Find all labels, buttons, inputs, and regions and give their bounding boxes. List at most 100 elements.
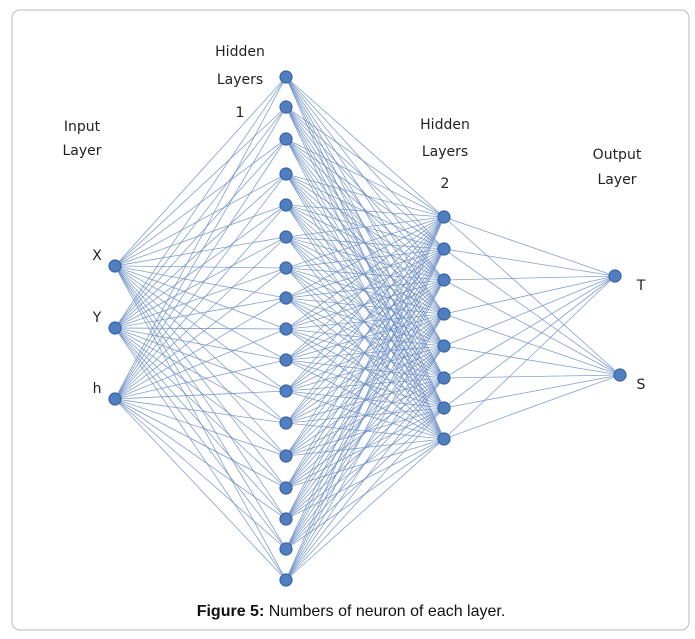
connection: [285, 345, 445, 520]
connection: [114, 327, 287, 489]
node-label: Y: [92, 310, 102, 326]
connection: [285, 407, 445, 424]
connection: [285, 313, 445, 550]
connection: [114, 327, 287, 520]
neuron: [279, 512, 293, 526]
connection: [285, 106, 445, 315]
node-label: h: [93, 381, 102, 397]
connection: [285, 267, 445, 315]
connection: [285, 216, 445, 299]
connection: [114, 398, 287, 424]
connection: [285, 216, 445, 489]
connection: [285, 216, 445, 550]
neuron: [279, 384, 293, 398]
connection: [114, 398, 287, 520]
connection: [114, 265, 287, 457]
neuron: [437, 371, 451, 385]
connection: [443, 275, 616, 409]
connection: [443, 216, 621, 376]
neuron: [279, 167, 293, 181]
neuron: [279, 322, 293, 336]
connection: [285, 438, 445, 581]
neuron: [437, 273, 451, 287]
connection: [114, 267, 287, 400]
connection: [285, 76, 445, 218]
connection: [285, 297, 445, 315]
connection: [114, 265, 287, 520]
connection: [114, 204, 287, 400]
connection: [114, 204, 287, 267]
neuron: [613, 368, 627, 382]
neuron: [279, 416, 293, 430]
connection: [114, 327, 287, 392]
connection: [443, 374, 621, 409]
neuron: [279, 291, 293, 305]
connection: [114, 398, 287, 457]
connection: [114, 265, 287, 330]
layer-title: Hidden: [215, 44, 265, 60]
connection: [285, 313, 445, 330]
connection: [114, 359, 287, 400]
caption-text: Numbers of neuron of each layer.: [268, 603, 506, 620]
connection: [114, 173, 287, 329]
labels: Input Layer X Yh Hidden Layers 1 Hidden Layers 2 O…: [62, 44, 645, 397]
connection: [285, 377, 445, 581]
connection: [285, 313, 445, 520]
connection: [114, 297, 287, 329]
connection: [443, 275, 616, 379]
connection: [285, 216, 445, 269]
neuron: [279, 481, 293, 495]
connection: [114, 76, 287, 329]
connection: [114, 327, 287, 581]
connection: [443, 374, 621, 379]
frame: [11, 9, 690, 631]
connection: [285, 216, 445, 392]
connection: [114, 297, 287, 400]
connection: [285, 216, 445, 424]
layer-title: Input: [64, 119, 101, 135]
neuron: [108, 259, 122, 273]
connection: [285, 216, 445, 457]
neuron: [437, 242, 451, 256]
connection: [114, 265, 287, 424]
connection: [285, 76, 445, 250]
caption: Figure 5: Numbers of neuron of each laye…: [12, 603, 690, 621]
connection: [285, 248, 445, 581]
connection: [114, 265, 287, 299]
connection: [285, 377, 445, 520]
connection: [285, 267, 445, 379]
layer-title: 1: [236, 105, 245, 121]
connection: [114, 204, 287, 329]
neuron: [437, 432, 451, 446]
connection: [285, 216, 445, 238]
connection: [443, 216, 616, 277]
layer-title: 2: [441, 176, 450, 192]
connection: [443, 275, 616, 281]
connection: [114, 327, 287, 330]
connection: [285, 106, 445, 218]
connection: [285, 313, 445, 457]
connection: [285, 216, 445, 581]
connection: [114, 327, 287, 550]
connection: [114, 106, 287, 267]
connection: [285, 216, 445, 361]
neuron: [437, 210, 451, 224]
connection: [285, 138, 445, 250]
connection: [114, 398, 287, 489]
connection: [285, 313, 445, 581]
caption-label: Figure 5:: [196, 603, 265, 620]
connection: [114, 76, 287, 400]
connection: [114, 138, 287, 400]
connection: [114, 267, 287, 329]
edges: [114, 76, 621, 581]
connection: [114, 173, 287, 400]
layer-title: Layer: [597, 172, 636, 188]
connection: [285, 267, 445, 347]
connection: [285, 248, 445, 520]
connection: [114, 327, 287, 424]
connection: [443, 279, 621, 376]
connection: [285, 216, 445, 520]
neuron: [108, 392, 122, 406]
connection: [443, 275, 616, 347]
connection: [285, 236, 445, 379]
